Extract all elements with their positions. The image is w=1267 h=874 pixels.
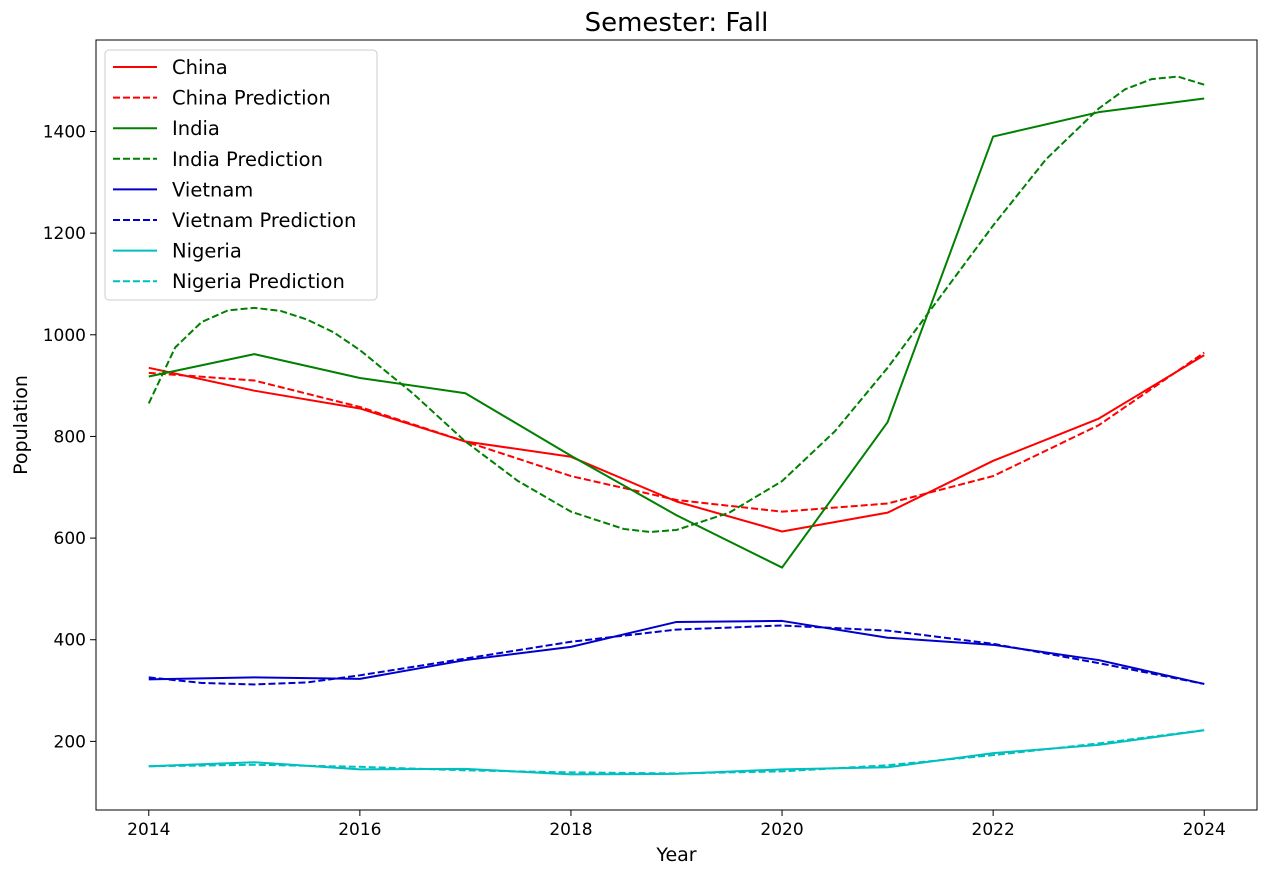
chart-title: Semester: Fall xyxy=(585,8,769,38)
x-axis: 2014 2016 2018 2020 2022 2024 xyxy=(127,810,1226,840)
legend-label-3: India Prediction xyxy=(172,148,323,171)
x-tick-label-2022: 2022 xyxy=(972,820,1015,840)
legend-label-5: Vietnam Prediction xyxy=(172,209,356,232)
series-line-1 xyxy=(148,351,1205,513)
y-tick-label-600: 600 xyxy=(54,529,86,549)
x-tick-label-2016: 2016 xyxy=(338,820,381,840)
y-axis-title: Population xyxy=(10,375,32,475)
legend-label-2: India xyxy=(172,117,220,140)
y-tick-label-1400: 1400 xyxy=(43,122,86,142)
x-tick-label-2020: 2020 xyxy=(760,820,803,840)
x-tick-label-2024: 2024 xyxy=(1183,820,1226,840)
x-axis-title: Year xyxy=(655,844,696,866)
series-line-0 xyxy=(148,354,1205,533)
y-tick-label-1000: 1000 xyxy=(43,326,86,346)
legend: China China Prediction India India Predicti… xyxy=(104,49,378,301)
legend-box xyxy=(104,49,378,301)
series-layer xyxy=(147,75,1205,776)
legend-label-7: Nigeria Prediction xyxy=(172,270,345,293)
legend-label-4: Vietnam xyxy=(172,178,253,201)
y-axis: 200 400 600 800 1000 1200 1400 xyxy=(43,122,96,752)
y-tick-label-400: 400 xyxy=(54,631,86,651)
plot-frame xyxy=(95,39,1258,811)
series-line-5 xyxy=(148,624,1205,686)
x-tick-label-2014: 2014 xyxy=(127,820,170,840)
y-tick-label-800: 800 xyxy=(54,427,86,447)
y-tick-label-1200: 1200 xyxy=(43,224,86,244)
legend-label-1: China Prediction xyxy=(172,87,331,110)
legend-label-6: Nigeria xyxy=(172,240,242,263)
series-line-3 xyxy=(147,75,1205,533)
legend-label-0: China xyxy=(172,56,228,79)
y-tick-label-200: 200 xyxy=(54,732,86,752)
series-line-7 xyxy=(148,729,1205,775)
series-line-2 xyxy=(148,97,1205,569)
legend-items: China China Prediction India India Predicti… xyxy=(113,56,356,293)
x-tick-label-2018: 2018 xyxy=(549,820,592,840)
